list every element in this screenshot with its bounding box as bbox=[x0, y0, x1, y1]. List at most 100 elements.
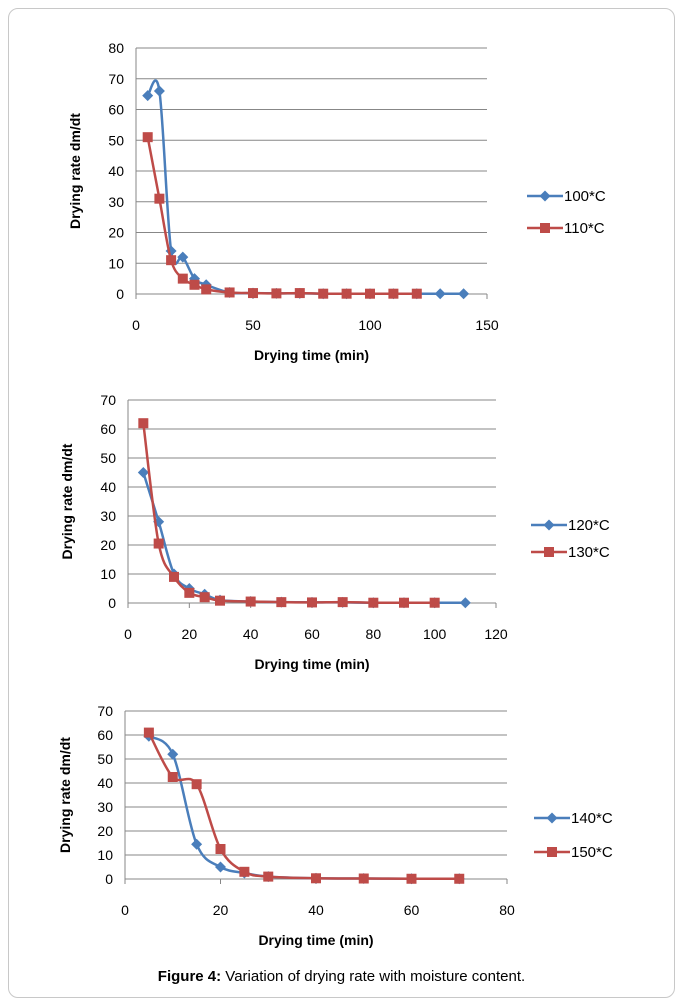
y-tick-label: 10 bbox=[108, 255, 124, 271]
data-point bbox=[215, 861, 226, 873]
data-point bbox=[245, 596, 256, 607]
x-tick-label: 80 bbox=[366, 626, 382, 642]
x-tick-label: 80 bbox=[499, 902, 515, 918]
data-point bbox=[307, 597, 317, 608]
y-tick-label: 40 bbox=[100, 479, 116, 495]
y-tick-label: 0 bbox=[116, 286, 124, 302]
data-point bbox=[138, 418, 149, 429]
series-100*C bbox=[142, 79, 470, 300]
legend-marker bbox=[539, 190, 551, 202]
y-tick-label: 10 bbox=[97, 847, 113, 863]
y-tick-label: 50 bbox=[97, 751, 113, 767]
data-point bbox=[276, 597, 287, 608]
data-point bbox=[191, 779, 202, 790]
data-point bbox=[153, 85, 165, 97]
data-point bbox=[429, 597, 440, 608]
data-point bbox=[248, 288, 258, 299]
x-tick-label: 60 bbox=[304, 626, 320, 642]
x-tick-label: 50 bbox=[245, 317, 261, 333]
series-150*C bbox=[143, 727, 465, 884]
data-point bbox=[189, 279, 200, 290]
data-point bbox=[143, 727, 154, 738]
series-line bbox=[146, 136, 417, 295]
y-tick-label: 10 bbox=[100, 566, 116, 582]
chart-1: 0 10 20 30 40 50 60 70 80 0 50 100 150 Drying time (m… bbox=[67, 40, 606, 363]
x-tick-label: 60 bbox=[404, 902, 420, 918]
x-tick-label: 0 bbox=[121, 902, 129, 918]
caption-text: Variation of drying rate with moisture c… bbox=[221, 968, 526, 985]
legend-label: 120*C bbox=[568, 517, 610, 534]
legend-marker bbox=[544, 547, 554, 557]
y-axis-title: Drying rate dm/dt bbox=[57, 737, 73, 853]
x-tick-label: 0 bbox=[124, 626, 132, 642]
data-point bbox=[294, 288, 305, 299]
data-point bbox=[177, 251, 189, 263]
legend-label: 150*C bbox=[571, 844, 613, 861]
y-tick-label: 70 bbox=[100, 392, 116, 408]
y-tick-label: 60 bbox=[100, 421, 116, 437]
y-tick-label: 0 bbox=[108, 595, 116, 611]
y-tick-label: 60 bbox=[97, 727, 113, 743]
legend-marker bbox=[546, 812, 558, 824]
legend-label: 100*C bbox=[564, 188, 606, 205]
legend-entry: 100*C bbox=[527, 188, 606, 205]
y-tick-label: 60 bbox=[108, 102, 124, 118]
data-point bbox=[434, 288, 446, 300]
data-point bbox=[166, 255, 177, 266]
data-point bbox=[191, 838, 203, 850]
legend-label: 110*C bbox=[564, 220, 605, 237]
x-tick-label: 150 bbox=[475, 317, 499, 333]
data-point bbox=[224, 287, 235, 298]
y-tick-label: 70 bbox=[108, 71, 124, 87]
chart-2: 0 10 20 30 40 50 60 70 0 20 40 60 80 100 120 Drying tim… bbox=[59, 392, 610, 672]
x-tick-label: 40 bbox=[243, 626, 259, 642]
data-point bbox=[153, 538, 164, 549]
legend-label: 140*C bbox=[571, 810, 613, 827]
data-point bbox=[358, 873, 369, 884]
y-tick-label: 30 bbox=[108, 194, 124, 210]
legend-marker bbox=[543, 519, 555, 531]
x-tick-label: 20 bbox=[213, 902, 229, 918]
chart-3: 0 10 20 30 40 50 60 70 0 20 40 60 80 Drying time (min… bbox=[57, 703, 613, 948]
y-tick-label: 20 bbox=[108, 225, 124, 241]
data-point bbox=[169, 571, 179, 582]
y-tick-label: 0 bbox=[105, 871, 113, 887]
y-tick-label: 40 bbox=[108, 163, 124, 179]
x-tick-label: 20 bbox=[182, 626, 198, 642]
x-tick-label: 0 bbox=[132, 317, 140, 333]
x-tick-label: 120 bbox=[484, 626, 508, 642]
y-tick-label: 50 bbox=[108, 132, 124, 148]
data-point bbox=[458, 288, 470, 300]
y-axis-title: Drying rate dm/dt bbox=[59, 443, 75, 559]
series-120*C bbox=[137, 467, 471, 609]
figure-frame bbox=[8, 8, 675, 998]
figure-caption: Figure 4: Variation of drying rate with … bbox=[0, 968, 683, 985]
y-tick-label: 30 bbox=[100, 508, 116, 524]
legend-label: 130*C bbox=[568, 544, 610, 561]
data-point bbox=[388, 288, 399, 299]
data-point bbox=[411, 288, 422, 299]
legend-entry: 120*C bbox=[531, 517, 610, 534]
x-axis-title: Drying time (min) bbox=[254, 347, 369, 363]
y-axis-title: Drying rate dm/dt bbox=[67, 113, 83, 229]
series-line bbox=[142, 472, 466, 604]
data-point bbox=[459, 597, 471, 609]
data-point bbox=[167, 748, 179, 760]
data-point bbox=[263, 871, 274, 882]
y-tick-label: 20 bbox=[100, 537, 116, 553]
data-point bbox=[177, 273, 188, 284]
legend-entry: 130*C bbox=[531, 544, 610, 561]
data-point bbox=[311, 873, 321, 884]
data-point bbox=[215, 595, 225, 606]
data-point bbox=[167, 772, 178, 782]
data-point bbox=[142, 90, 154, 102]
data-point bbox=[154, 193, 165, 204]
data-point bbox=[271, 288, 282, 299]
data-point bbox=[239, 866, 250, 877]
data-point bbox=[341, 288, 352, 299]
data-point bbox=[137, 467, 149, 478]
y-tick-label: 70 bbox=[97, 703, 113, 719]
data-point bbox=[215, 844, 226, 854]
y-tick-label: 40 bbox=[97, 775, 113, 791]
data-point bbox=[199, 592, 210, 603]
